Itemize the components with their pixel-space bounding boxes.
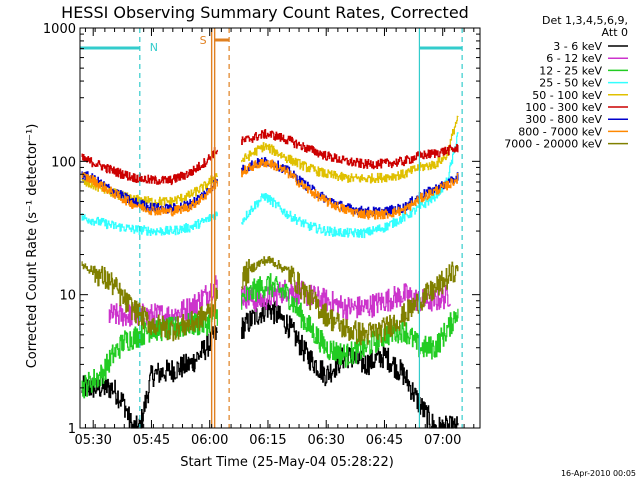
plot-area: NS bbox=[80, 28, 463, 429]
x-tick-label: 05:45 bbox=[133, 433, 170, 448]
legend-label: 25 - 50 keV bbox=[539, 77, 602, 90]
y-tick-label: 1000 bbox=[43, 22, 76, 37]
series-line-8-seg-1 bbox=[81, 172, 218, 217]
x-tick-label: 07:00 bbox=[424, 433, 461, 448]
legend-label: 100 - 300 keV bbox=[525, 101, 602, 114]
x-axis-label: Start Time (25-May-04 05:28:22) bbox=[180, 455, 394, 470]
series-line-6-seg-1 bbox=[81, 147, 218, 186]
x-tick-label: 06:45 bbox=[366, 433, 403, 448]
y-tick-label: 10 bbox=[59, 289, 76, 304]
y-tick-label: 100 bbox=[51, 155, 76, 170]
series-line-6-seg-2 bbox=[241, 129, 459, 170]
series-line-3-seg-2 bbox=[241, 273, 459, 368]
series-line-2-seg-2 bbox=[241, 279, 451, 320]
legend-header: Att 0 bbox=[602, 26, 628, 39]
axes: 05:30 05:45 06:00 06:15 06:30 06:45 07:00 1 10 10… bbox=[43, 22, 481, 448]
y-axis-label: Corrected Count Rate (s⁻¹ detector⁻¹) bbox=[25, 124, 40, 369]
series-line-9-seg-2 bbox=[241, 256, 459, 346]
timestamp: 16-Apr-2010 00:05 bbox=[561, 469, 636, 478]
legend-label: 3 - 6 keV bbox=[553, 40, 602, 53]
x-tick-label: 06:00 bbox=[191, 433, 228, 448]
legend-label: 800 - 7000 keV bbox=[518, 125, 602, 138]
x-tick-label: 05:30 bbox=[74, 433, 111, 448]
series-line-4-seg-2 bbox=[241, 132, 459, 239]
legend-header: Det 1,3,4,5,6,9, bbox=[542, 14, 628, 27]
series-line-5-seg-2 bbox=[241, 115, 459, 184]
y-tick-label: 1 bbox=[68, 422, 76, 437]
series-line-1-seg-2 bbox=[241, 299, 459, 429]
legend-label: 6 - 12 keV bbox=[546, 52, 602, 65]
legend-label: 300 - 800 keV bbox=[525, 113, 602, 126]
legend-label: 12 - 25 keV bbox=[539, 64, 602, 77]
legend-label: 7000 - 20000 keV bbox=[504, 138, 602, 151]
x-tick-label: 06:15 bbox=[249, 433, 286, 448]
series-line-3-seg-1 bbox=[81, 307, 218, 399]
chart-title: HESSI Observing Summary Count Rates, Cor… bbox=[61, 3, 469, 22]
x-tick-label: 06:30 bbox=[307, 433, 344, 448]
series-line-1-seg-1 bbox=[81, 325, 218, 429]
series-line-9-seg-1 bbox=[81, 261, 218, 342]
legend-label: 50 - 100 keV bbox=[532, 89, 602, 102]
series-line-4-seg-1 bbox=[81, 211, 218, 236]
saa-flag-label: S bbox=[200, 34, 207, 47]
night-flag-label: N bbox=[150, 41, 158, 54]
series-line-8-seg-2 bbox=[241, 159, 459, 220]
